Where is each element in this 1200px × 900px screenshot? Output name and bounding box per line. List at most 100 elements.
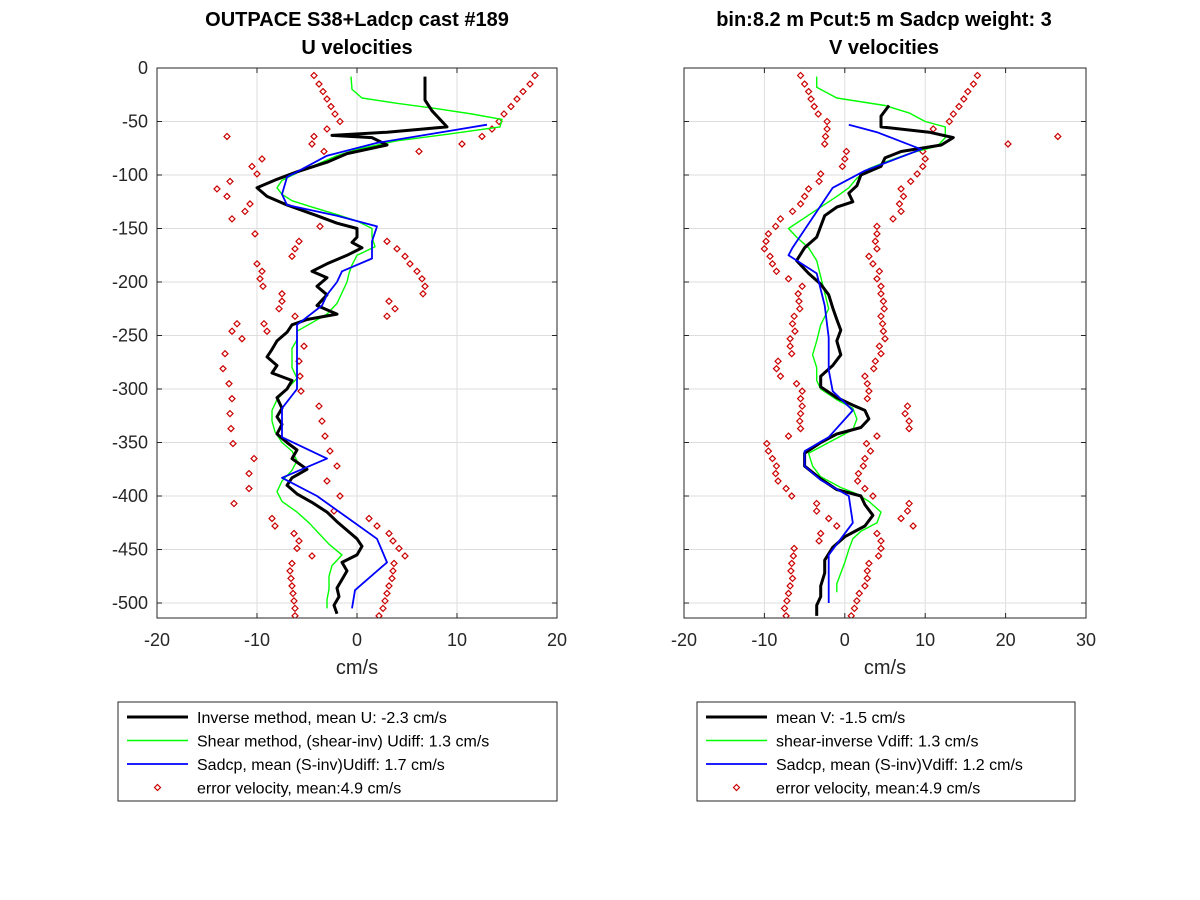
error-velocity-point xyxy=(289,589,297,598)
error-velocity-point xyxy=(795,297,803,306)
error-velocity-point xyxy=(824,514,833,523)
error-velocity-point xyxy=(336,117,344,126)
error-velocity-point xyxy=(241,207,249,216)
error-velocity-point xyxy=(219,364,227,373)
error-velocity-point xyxy=(213,185,221,193)
error-velocity-point xyxy=(321,432,329,440)
error-velocity-point xyxy=(331,110,339,118)
error-velocity-point xyxy=(373,522,381,530)
error-velocity-point xyxy=(288,582,296,590)
error-velocity-point xyxy=(406,259,414,268)
error-velocity-point xyxy=(327,102,335,111)
error-velocity-point xyxy=(918,162,927,171)
legend-box xyxy=(117,701,558,802)
v-xlabel: cm/s xyxy=(864,657,906,679)
error-velocity-point xyxy=(326,447,334,455)
error-velocity-point xyxy=(221,349,229,358)
legend-label: Shear method, (shear-inv) Udiff: 1.3 cm/… xyxy=(197,734,489,751)
error-velocity-point xyxy=(790,544,798,553)
error-velocity-point xyxy=(815,177,823,186)
series-layer xyxy=(213,71,539,618)
error-velocity-point xyxy=(383,312,391,321)
error-velocity-point xyxy=(788,319,797,328)
error-velocity-point xyxy=(794,289,803,298)
error-velocity-point xyxy=(873,230,881,238)
error-velocity-point xyxy=(336,492,344,500)
error-velocity-point xyxy=(853,597,861,605)
error-velocity-point xyxy=(771,469,780,478)
sadcp-line xyxy=(787,123,923,603)
error-velocity-point xyxy=(895,200,904,208)
error-velocity-point xyxy=(875,342,884,351)
error-velocity-point xyxy=(286,567,294,575)
error-velocity-point xyxy=(878,319,887,328)
error-velocity-point xyxy=(768,454,777,463)
error-velocity-point xyxy=(771,222,780,231)
x-tick-label: -10 xyxy=(751,630,777,650)
error-velocity-point xyxy=(865,559,873,568)
error-velocity-point xyxy=(783,597,791,605)
error-velocity-point xyxy=(295,537,303,545)
error-velocity-point xyxy=(853,477,862,485)
error-velocity-point xyxy=(271,522,279,530)
error-velocity-point xyxy=(365,514,373,523)
x-tick-label: -20 xyxy=(671,630,697,650)
error-velocity-point xyxy=(762,237,770,246)
error-velocity-point xyxy=(246,200,254,208)
error-velocity-point xyxy=(816,529,825,538)
error-velocity-point xyxy=(388,574,396,583)
error-velocity-point xyxy=(865,252,873,261)
error-velocity-point xyxy=(230,499,238,508)
error-velocity-point xyxy=(772,462,781,470)
error-velocity-point xyxy=(788,574,797,583)
legend-label: Sadcp, mean (S-inv)Udiff: 1.7 cm/s xyxy=(197,757,445,774)
error-velocity-point xyxy=(909,522,917,530)
error-velocity-point xyxy=(297,387,305,396)
error-velocity-markers xyxy=(213,71,539,618)
error-velocity-point xyxy=(250,454,258,463)
x-tick-label: -10 xyxy=(244,630,270,650)
error-velocity-point xyxy=(226,177,234,186)
error-velocity-point xyxy=(879,327,888,336)
error-velocity-point xyxy=(507,102,515,111)
error-velocity-point xyxy=(791,327,799,336)
x-tick-label: -20 xyxy=(144,630,170,650)
error-velocity-point xyxy=(855,589,864,598)
error-velocity-point xyxy=(478,132,486,141)
error-velocity-point xyxy=(421,282,429,291)
error-velocity-point xyxy=(263,327,271,336)
x-tick-label: 30 xyxy=(1076,630,1096,650)
u-title: OUTPACE S38+Ladcp cast #189 xyxy=(205,9,509,31)
error-velocity-point xyxy=(401,552,409,560)
error-velocity-point xyxy=(949,110,958,118)
error-velocity-point xyxy=(776,215,785,223)
legend-label: error velocity, mean:4.9 cm/s xyxy=(776,781,980,798)
y-tick-label: -350 xyxy=(112,433,148,453)
u-legend: Inverse method, mean U: -2.3 cm/s Shear m… xyxy=(117,701,558,802)
y-tick-label: -150 xyxy=(112,219,148,239)
error-velocity-point xyxy=(766,252,774,261)
sadcp-line xyxy=(281,123,488,609)
x-tick-label: 20 xyxy=(547,630,567,650)
error-velocity-point xyxy=(238,334,246,343)
error-velocity-point xyxy=(865,387,873,396)
error-velocity-point xyxy=(223,192,231,201)
error-velocity-point xyxy=(788,207,797,216)
error-velocity-point xyxy=(877,349,885,358)
error-velocity-point xyxy=(291,604,299,613)
error-velocity-point xyxy=(820,140,829,148)
error-velocity-point xyxy=(275,304,283,313)
error-velocity-point xyxy=(812,507,821,515)
error-velocity-point xyxy=(288,559,296,568)
error-velocity-point xyxy=(316,222,324,231)
error-velocity-point xyxy=(859,462,868,470)
error-velocity-point xyxy=(418,274,426,283)
error-velocity-point xyxy=(787,559,796,568)
error-velocity-point xyxy=(381,597,389,605)
error-velocity-point xyxy=(401,252,409,261)
u-xlabel: cm/s xyxy=(336,657,378,679)
error-velocity-point xyxy=(850,604,859,613)
u-axes-box xyxy=(156,67,558,619)
y-tick-label: -100 xyxy=(112,165,148,185)
x-tick-label: 0 xyxy=(352,630,362,650)
